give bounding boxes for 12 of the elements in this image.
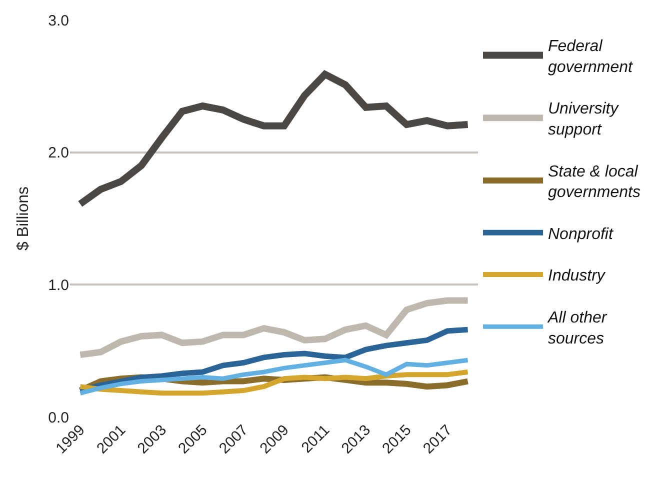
y-tick-label: 0.0 <box>48 409 69 426</box>
legend-label: Nonprofit <box>548 226 614 243</box>
y-axis-title: $ Billions <box>15 186 32 251</box>
legend-label: State & local governments <box>548 163 640 202</box>
legend-label: University support <box>548 100 620 138</box>
legend-label: Industry <box>548 268 606 285</box>
y-tick-label: 1.0 <box>48 276 69 294</box>
legend-label: Federal government <box>548 38 634 76</box>
legend-label: All other sources <box>547 309 608 348</box>
y-tick-label: 3.0 <box>48 12 69 30</box>
y-tick-label: 2.0 <box>48 144 69 162</box>
line-series <box>78 358 470 396</box>
